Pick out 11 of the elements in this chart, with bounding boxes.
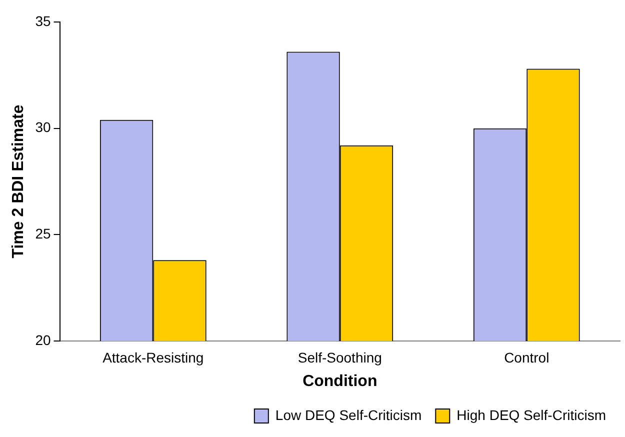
x-tick-label: Self-Soothing (298, 349, 382, 366)
legend-label: Low DEQ Self-Criticism (275, 406, 422, 423)
y-tick-label: 30 (35, 119, 51, 136)
y-axis-title: Time 2 BDI Estimate (10, 104, 28, 258)
y-tick-label: 25 (35, 226, 51, 242)
x-tick-label: Attack-Resisting (102, 349, 204, 366)
x-axis-title: Condition (302, 372, 378, 390)
legend-label: High DEQ Self-Criticism (456, 406, 606, 423)
y-tick-label: 20 (35, 332, 51, 348)
y-tick-label: 35 (35, 12, 51, 29)
x-tick-label: Control (504, 349, 550, 366)
